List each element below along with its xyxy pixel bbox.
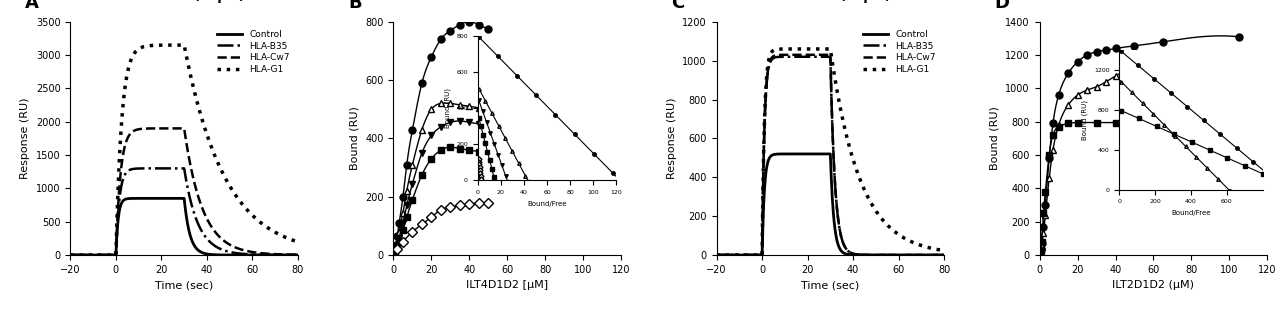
Legend: Control, HLA-B35, HLA-Cw7, HLA-G1: Control, HLA-B35, HLA-Cw7, HLA-G1 — [214, 26, 293, 78]
X-axis label: Time (sec): Time (sec) — [155, 280, 214, 290]
Text: D: D — [995, 0, 1009, 12]
Y-axis label: Bound (RU): Bound (RU) — [989, 106, 1000, 170]
X-axis label: ILT4D1D2 [μM]: ILT4D1D2 [μM] — [466, 280, 548, 290]
Text: B: B — [348, 0, 362, 12]
Y-axis label: Response (RU): Response (RU) — [667, 98, 677, 179]
Y-axis label: Response (RU): Response (RU) — [20, 98, 31, 179]
Text: A: A — [24, 0, 38, 12]
Text: C: C — [671, 0, 685, 12]
Text: ILT2D1D2 (87μM): ILT2D1D2 (87μM) — [771, 0, 891, 3]
Y-axis label: Bound (RU): Bound (RU) — [349, 106, 360, 170]
Text: ILT4D1D2 (35μM): ILT4D1D2 (35μM) — [124, 0, 244, 3]
X-axis label: Time (sec): Time (sec) — [801, 280, 859, 290]
X-axis label: ILT2D1D2 (μM): ILT2D1D2 (μM) — [1112, 280, 1194, 290]
Legend: Control, HLA-B35, HLA-Cw7, HLA-G1: Control, HLA-B35, HLA-Cw7, HLA-G1 — [859, 26, 940, 78]
